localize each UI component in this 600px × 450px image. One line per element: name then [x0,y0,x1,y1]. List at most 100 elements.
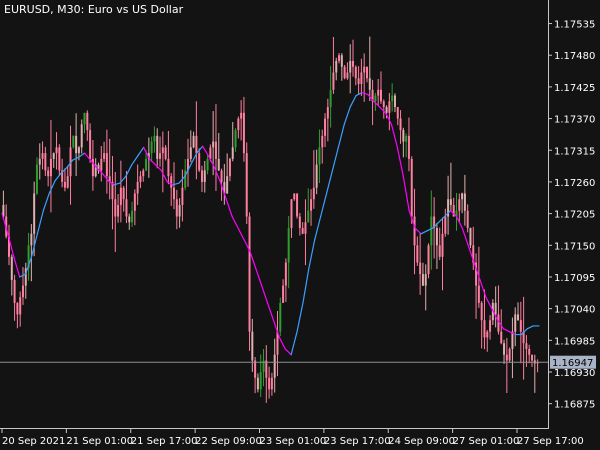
ma-segment-falling [278,336,286,350]
candle-body [508,348,511,361]
candle-body [203,170,206,182]
candle-body [469,228,472,246]
candle-body [66,176,69,188]
ma-segment-rising [137,146,145,157]
ma-segment-falling [508,331,516,336]
candle-body [318,147,321,165]
candle-body [276,331,279,355]
ma-segment-falling [225,198,233,218]
ma-segment-rising [337,123,345,148]
price-tick-label: 1.16985 [554,336,595,347]
ma-segment-falling [461,227,469,246]
candle-body [2,204,5,217]
candle-body [248,216,251,332]
candle-body [396,107,399,119]
candle-body [147,153,150,159]
candle-body [393,95,396,108]
candle-body [379,89,382,102]
ma-segment-rising [343,106,351,125]
candle-body [514,314,517,332]
candle-body [321,135,324,148]
candle-body [19,297,22,315]
candle-body [97,164,100,171]
candle-body [94,164,97,177]
ma-segment-rising [19,273,27,278]
candle-body [242,112,245,154]
ma-segment-rising [66,159,74,169]
ma-segment-falling [166,181,174,186]
moving-average-series [1,92,540,356]
candle-body [475,262,478,286]
ma-segment-falling [261,285,269,304]
ma-segment-falling [272,319,280,339]
ma-segment-falling [154,164,162,172]
candle-body [284,262,287,286]
candle-body [47,170,50,177]
candle-body [245,153,248,217]
candle-body [368,78,371,90]
candle-body [178,204,181,217]
candle-body [349,60,352,73]
candle-body [525,343,528,349]
ma-segment-rising [314,215,322,241]
candle-body [447,199,450,217]
candle-body [287,228,290,263]
candle-body [536,362,539,364]
candle-body [192,135,195,148]
price-tick-label: 1.16875 [554,400,595,411]
candle-body [444,216,447,234]
candle-body [346,72,349,79]
candle-body [452,204,455,217]
price-tick-label: 1.17315 [554,146,595,157]
candle-body [52,153,55,159]
candle-body [58,147,61,171]
candle-body [186,158,189,171]
candle-body [198,153,201,171]
ma-segment-falling [202,145,210,157]
candle-body [27,245,30,269]
candle-body [142,170,145,177]
candle-body [304,222,307,234]
candle-body [293,193,296,200]
candle-body [522,331,525,344]
ma-segment-falling [213,166,221,183]
price-tick-label: 1.17480 [554,51,595,62]
ma-segment-falling [255,267,263,287]
candle-body [136,181,139,194]
candle-body [486,331,489,338]
candle-body [89,130,92,159]
ma-segment-falling [237,227,245,241]
candle-body [385,107,388,113]
ma-segment-falling [408,210,416,229]
ma-segment-falling [243,238,251,252]
candle-body [332,72,335,90]
candle-body [234,130,237,148]
price-tick-label: 1.17040 [554,305,595,316]
candle-body [354,66,357,79]
ma-segment-falling [384,112,393,125]
ma-segment-rising [196,145,204,154]
ma-segment-falling [485,296,493,310]
candle-body [114,199,117,217]
ma-segment-falling [455,215,463,229]
candle-body [10,256,13,280]
ma-segment-falling [249,250,257,269]
candle-body [461,193,464,200]
time-tick-label: 21 Sep 01:00 [66,436,133,447]
ma-segment-rising [320,192,328,218]
candle-body [16,302,19,315]
candle-body [167,158,170,177]
ma-segment-rising [25,256,33,275]
ma-segment-falling [1,213,9,235]
candle-body [410,158,413,217]
time-tick-label: 23 Sep 17:00 [324,436,391,447]
candle-body [480,302,483,321]
price-tick-label: 1.17205 [554,210,595,221]
candle-body [517,314,520,321]
time-tick-label: 22 Sep 09:00 [195,436,262,447]
ma-segment-falling [84,152,92,161]
candle-body [402,130,405,142]
time-tick-label: 23 Sep 01:00 [260,436,327,447]
candle-body [145,158,148,171]
